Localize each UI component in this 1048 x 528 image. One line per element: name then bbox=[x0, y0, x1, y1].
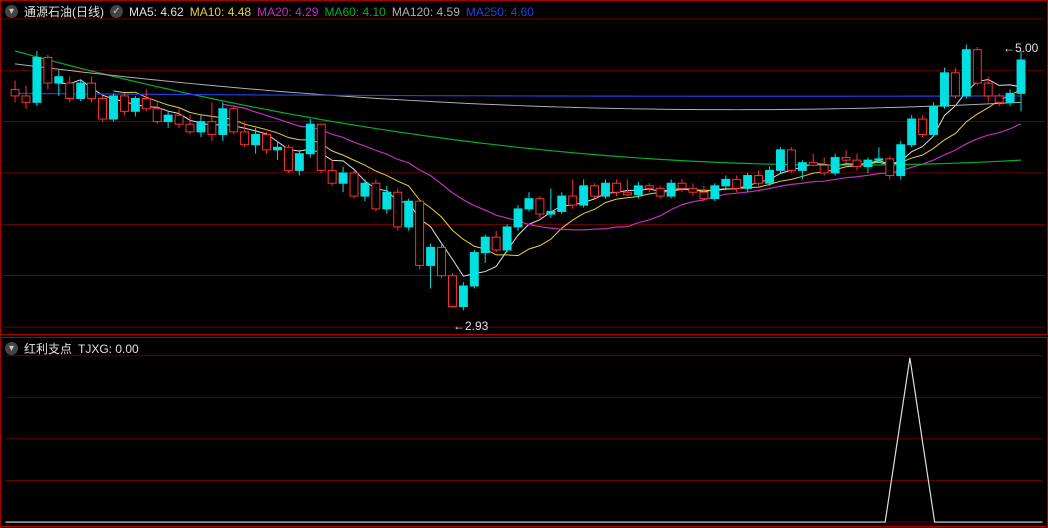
low-price-marker: ←2.93 bbox=[453, 319, 488, 333]
collapse-icon[interactable]: ▾ bbox=[5, 5, 18, 18]
candlestick-chart[interactable] bbox=[1, 1, 1047, 334]
ma-label: MA120: 4.59 bbox=[392, 5, 460, 19]
collapse-icon[interactable]: ▾ bbox=[5, 342, 18, 355]
ma-label: MA10: 4.48 bbox=[190, 5, 251, 19]
ma-legend: MA5: 4.62 MA10: 4.48 MA20: 4.29 MA60: 4.10 M… bbox=[129, 5, 540, 19]
sub-header: ▾ 红利支点 TJXG: 0.00 bbox=[5, 340, 139, 357]
indicator-title: 红利支点 bbox=[24, 340, 72, 357]
main-chart-panel[interactable]: ▾ 通源石油(日线) ✓ MA5: 4.62 MA10: 4.48 MA20: 4.… bbox=[0, 0, 1048, 335]
chart-title: 通源石油(日线) bbox=[24, 3, 104, 20]
ma-label: MA20: 4.29 bbox=[257, 5, 318, 19]
ma-label: MA5: 4.62 bbox=[129, 5, 184, 19]
ma-label: MA250: 4.60 bbox=[466, 5, 534, 19]
indicator-panel[interactable]: ▾ 红利支点 TJXG: 0.00 bbox=[0, 337, 1048, 527]
main-header: ▾ 通源石油(日线) ✓ MA5: 4.62 MA10: 4.48 MA20: 4.… bbox=[5, 3, 540, 20]
ma-label: MA60: 4.10 bbox=[324, 5, 385, 19]
indicator-chart[interactable] bbox=[1, 338, 1047, 526]
check-icon[interactable]: ✓ bbox=[110, 5, 123, 18]
indicator-value: TJXG: 0.00 bbox=[78, 342, 139, 356]
high-price-marker: ←5.00 bbox=[1003, 41, 1038, 55]
